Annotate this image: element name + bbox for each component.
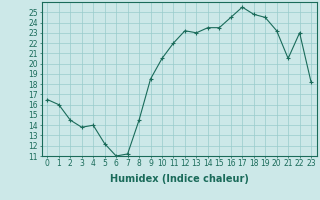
X-axis label: Humidex (Indice chaleur): Humidex (Indice chaleur) <box>110 174 249 184</box>
